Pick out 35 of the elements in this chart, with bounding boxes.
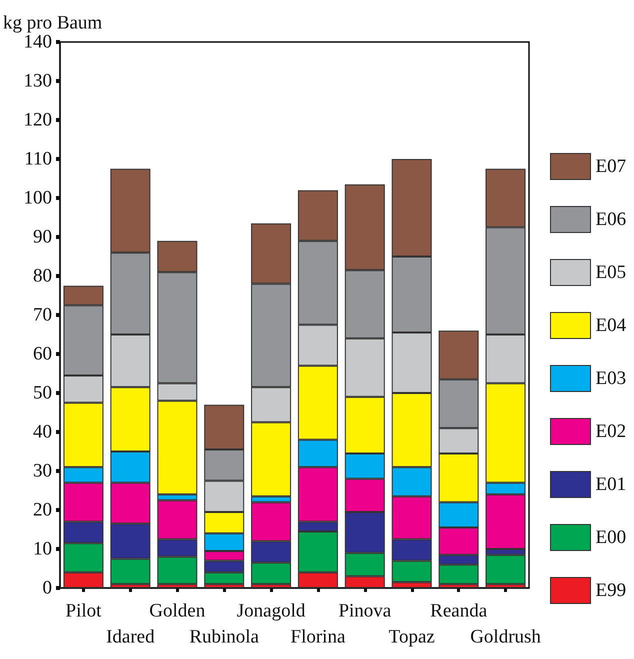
legend-label: E00 [596, 527, 626, 548]
legend-label: E04 [596, 315, 627, 336]
y-tick-label: 30 [33, 460, 52, 482]
y-tick-label: 50 [33, 382, 52, 404]
legend-label: E07 [596, 156, 626, 177]
x-tick-label: Jonagold [236, 600, 306, 622]
y-tick-label: 0 [42, 578, 52, 598]
legend-label: E99 [596, 580, 626, 601]
y-axis-title: kg pro Baum [3, 12, 102, 34]
y-tick-label: 20 [33, 500, 52, 520]
x-tick-label: Golden [149, 600, 206, 622]
y-tick-label: 40 [33, 422, 52, 442]
legend-label: E06 [596, 209, 626, 230]
y-tick-label: 90 [33, 226, 52, 248]
y-tick-label: 80 [33, 266, 52, 286]
legend-label: E05 [596, 262, 626, 283]
legend-label: E03 [596, 368, 626, 389]
y-tick-label: 130 [24, 70, 52, 92]
y-tick-label: 110 [24, 148, 52, 170]
x-tick-label: Pilot [65, 600, 102, 622]
y-tick-label: 120 [24, 110, 52, 130]
legend-label: E02 [596, 421, 626, 442]
y-tick-label: 70 [33, 304, 52, 326]
x-tick-label: Idared [106, 626, 156, 648]
x-tick-label: Rubinola [189, 626, 260, 648]
x-tick-label: Topaz [388, 626, 435, 648]
x-tick-label: Florina [290, 626, 346, 648]
y-tick-label: 10 [33, 538, 52, 560]
y-tick-label: 60 [33, 344, 52, 364]
x-tick-label: Goldrush [470, 626, 542, 648]
legend-label: E01 [596, 474, 626, 495]
y-tick-label: 140 [24, 32, 52, 52]
x-tick-label: Pinova [338, 600, 392, 622]
x-tick-label: Reanda [430, 600, 488, 622]
y-tick-label: 100 [24, 188, 52, 208]
